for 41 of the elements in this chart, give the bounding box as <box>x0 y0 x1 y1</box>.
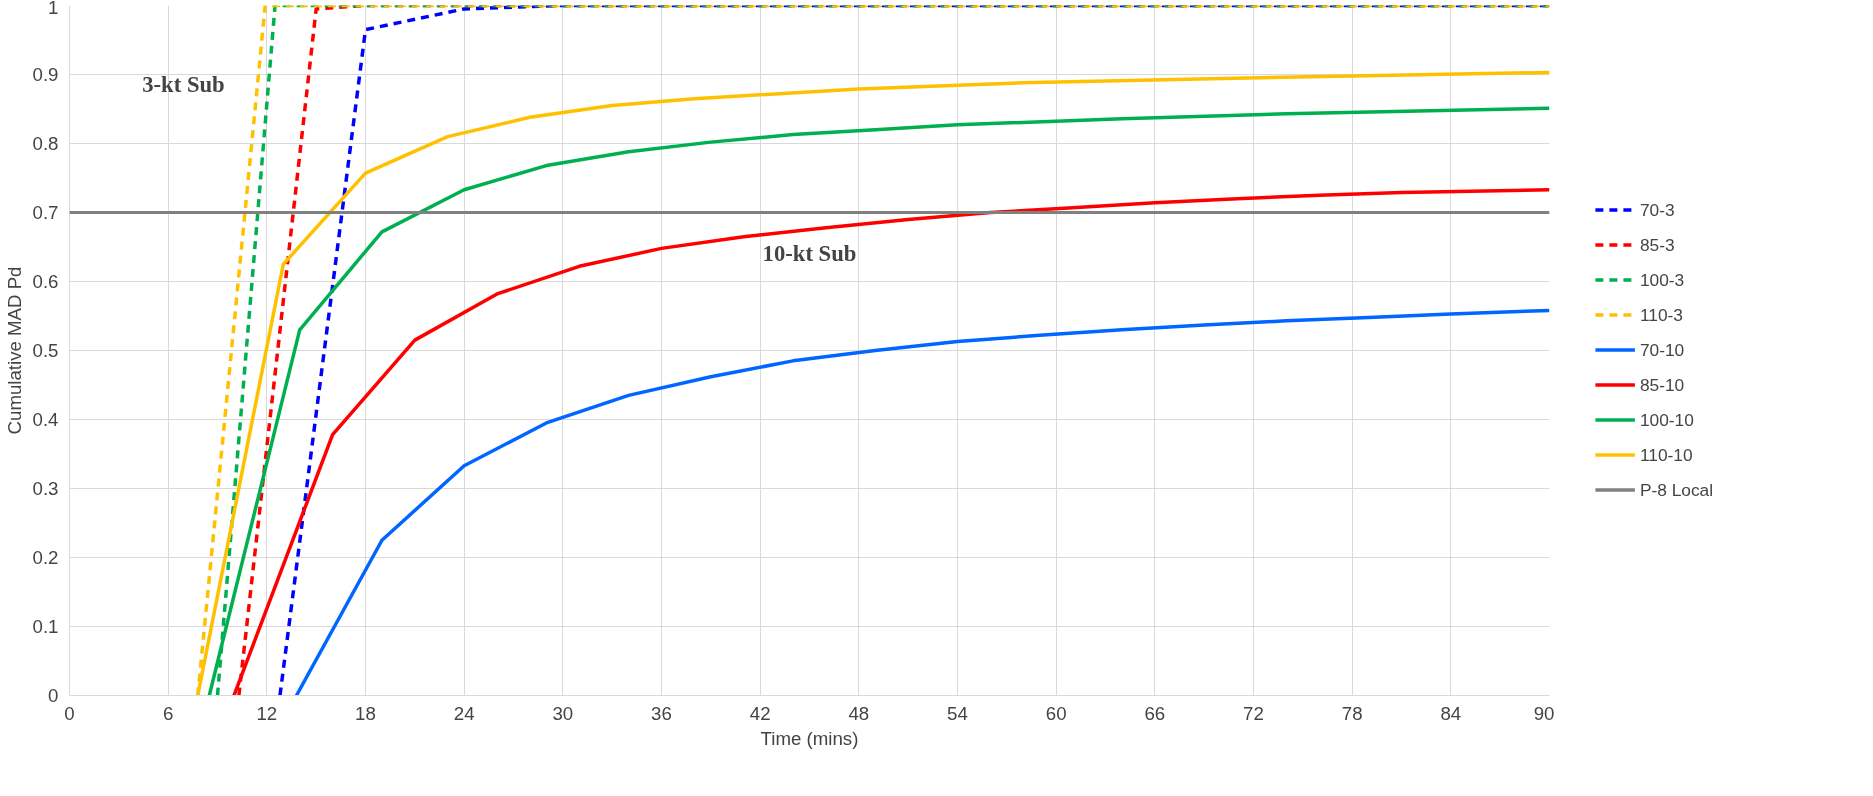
legend-label: 70-10 <box>1639 339 1685 360</box>
legend-label: 100-3 <box>1639 269 1685 290</box>
x-tick-label: 54 <box>947 702 968 724</box>
y-tick-label: 0 <box>48 685 59 706</box>
annotation: 3-kt Sub <box>142 71 225 97</box>
legend-label: 70-3 <box>1639 199 1675 220</box>
y-tick-label: 0.4 <box>32 409 59 430</box>
x-tick-label: 30 <box>552 702 574 724</box>
y-axis-title: Cumulative MAD Pd <box>3 266 25 435</box>
x-tick-label: 42 <box>749 702 771 724</box>
x-tick-label: 60 <box>1045 702 1067 724</box>
x-tick-label: 18 <box>355 702 376 724</box>
y-tick-label: 1 <box>48 0 59 18</box>
y-tick-label: 0.3 <box>32 478 59 499</box>
legend-label: 85-3 <box>1639 234 1675 255</box>
y-tick-label: 0.8 <box>32 133 59 154</box>
x-axis-title: Time (mins) <box>760 727 859 749</box>
legend-label: 85-10 <box>1639 374 1685 395</box>
x-tick-label: 48 <box>848 702 870 724</box>
y-tick-label: 0.5 <box>32 340 59 361</box>
y-tick-label: 0.7 <box>32 202 59 223</box>
annotation: 10-kt Sub <box>762 241 857 267</box>
x-tick-label: 78 <box>1341 702 1363 724</box>
x-tick-label: 6 <box>162 702 174 724</box>
y-tick-label: 0.6 <box>32 271 59 292</box>
y-tick-label: 0.2 <box>32 547 59 568</box>
line-series <box>294 308 1550 696</box>
x-tick-label: 66 <box>1144 702 1166 724</box>
legend-label: 100-10 <box>1639 409 1694 430</box>
x-tick-label: 0 <box>64 702 75 724</box>
y-tick-label: 0.1 <box>32 616 59 637</box>
x-tick-label: 84 <box>1440 702 1462 724</box>
x-tick-label: 72 <box>1243 702 1264 724</box>
x-tick-label: 36 <box>651 702 672 724</box>
x-tick-label: 90 <box>1533 702 1555 724</box>
legend-label: P-8 Local <box>1639 479 1714 500</box>
y-tick-label: 0.9 <box>32 64 59 85</box>
legend-label: 110-10 <box>1639 444 1693 465</box>
legend-label: 110-3 <box>1639 304 1683 325</box>
x-tick-label: 24 <box>453 702 475 724</box>
x-tick-label: 12 <box>256 702 278 724</box>
